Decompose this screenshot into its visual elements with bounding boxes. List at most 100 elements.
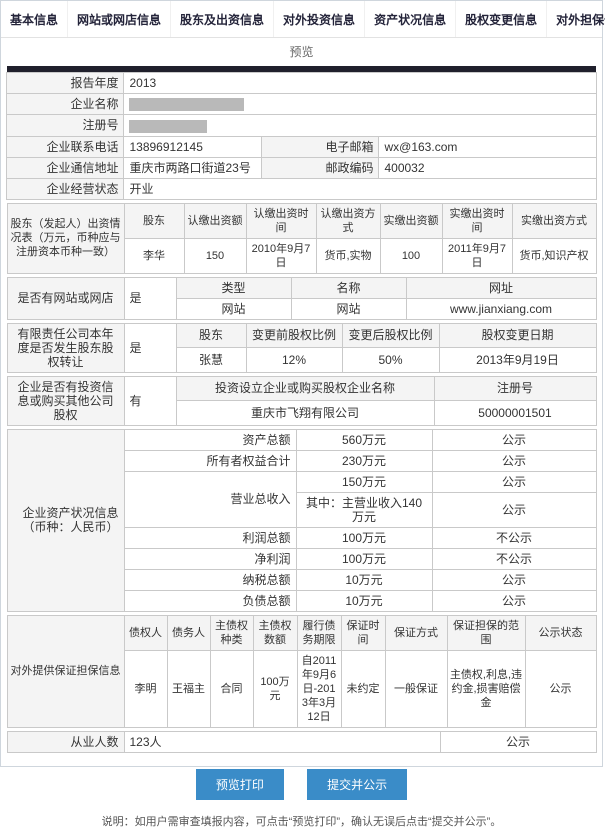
address-label: 企业通信地址 (6, 156, 125, 179)
tab-external-guarantee-info[interactable]: 对外担保信息 (547, 1, 605, 37)
subscribed-amount: 150 (183, 237, 247, 274)
guarantee-time: 未约定 (340, 649, 386, 728)
preview-print-button[interactable]: 预览打印 (195, 768, 284, 800)
invested-company-name: 重庆市飞翔有限公司 (175, 400, 435, 426)
asset-status-total-assets: 公示 (431, 428, 597, 451)
asset-value-total-tax: 10万元 (295, 568, 433, 591)
ratio-before: 12% (245, 347, 343, 373)
instruction-note: 说明：如用户需审查填报内容，可点击“预览打印”，确认无误后点击“提交并公示”。 (101, 815, 502, 828)
tab-bar: 基本信息 网站或网店信息 股东及出资信息 对外投资信息 资产状况信息 股权变更信… (1, 1, 605, 38)
col-header-website-type: 类型 (175, 276, 292, 299)
transfer-shareholder: 张慧 (175, 347, 247, 373)
col-header-paid-amount: 实缴出资额 (379, 202, 443, 239)
business-status-value: 开业 (123, 177, 597, 200)
basic-info-table: 报告年度 2013 企业名称 注册号 企业联系电话 13896912145 电子… (6, 72, 597, 200)
table-row: 重庆市飞翔有限公司 50000001501 (7, 400, 597, 426)
col-header-paid-date: 实缴出资时间 (441, 202, 513, 239)
col-header-subscribed-date: 认缴出资时间 (245, 202, 317, 239)
asset-section-label: 企业资产状况信息（币种：人民币） (6, 428, 125, 612)
company-name-value (123, 92, 597, 116)
shareholder-section-label: 股东（发起人）出资情况表（万元，币种应与注册资本币种一致） (6, 202, 125, 274)
table-row: 利润总额 100万元 不公示 (7, 526, 597, 549)
equity-transfer-answer: 是 (123, 322, 177, 373)
tab-basic-info[interactable]: 基本信息 (1, 1, 69, 37)
phone-label: 企业联系电话 (6, 135, 125, 158)
guarantee-scope: 主债权,利息,违约金,损害赔偿金 (446, 649, 526, 728)
table-row: 是否有网站或网店 是 类型 名称 网址 (6, 276, 597, 320)
table-row: 注册号 (6, 114, 597, 137)
col-header-guarantee-time: 保证时间 (340, 614, 386, 651)
debtor: 王福主 (166, 649, 211, 728)
col-header-paid-method: 实缴出资方式 (511, 202, 597, 239)
tab-shareholder-contribution-info[interactable]: 股东及出资信息 (171, 1, 275, 37)
subscribed-date: 2010年9月7日 (245, 237, 317, 274)
asset-status-net-profit: 不公示 (431, 547, 597, 570)
asset-status-total-profit: 不公示 (431, 526, 597, 549)
website-name: 网站 (290, 297, 407, 320)
website-url: www.jianxiang.com (405, 297, 597, 320)
registration-no-value (123, 114, 597, 137)
col-header-website-name: 名称 (290, 276, 407, 299)
table-row: 其中：主营业收入140万元 公示 (7, 491, 597, 528)
postcode-label: 邮政编码 (261, 156, 380, 179)
email-value: wx@163.com (378, 135, 597, 158)
action-button-row: 预览打印 提交并公示 (1, 768, 602, 800)
col-header-subscribed-amount: 认缴出资额 (183, 202, 247, 239)
col-header-creditor: 债权人 (123, 614, 168, 651)
asset-name-net-profit: 净利润 (123, 547, 297, 570)
change-date: 2013年9月19日 (438, 347, 597, 373)
tab-equity-change-info[interactable]: 股权变更信息 (456, 1, 548, 37)
table-row: 股东（发起人）出资情况表（万元，币种应与注册资本币种一致） 股东 认缴出资额 认… (6, 202, 597, 274)
col-header-change-date: 股权变更日期 (438, 322, 597, 349)
company-name-redacted-block (129, 98, 245, 112)
tab-outbound-investment-info[interactable]: 对外投资信息 (274, 1, 366, 37)
asset-status-total-liabilities: 公示 (431, 589, 597, 612)
col-header-shareholder: 股东 (123, 202, 185, 239)
col-header-invested-company-regno: 注册号 (433, 375, 597, 402)
report-year-value: 2013 (123, 72, 597, 94)
performance-period: 自2011年9月6日-2013年3月12日 (296, 649, 342, 728)
col-header-claim-type: 主债权种类 (209, 614, 254, 651)
tab-website-info[interactable]: 网站或网店信息 (68, 1, 172, 37)
asset-status-owner-equity: 公示 (431, 449, 597, 472)
table-row: 负债总额 10万元 公示 (7, 589, 597, 612)
tab-asset-status-info[interactable]: 资产状况信息 (365, 1, 457, 37)
registration-no-redacted-block (129, 119, 208, 133)
asset-name-total-tax: 纳税总额 (123, 568, 297, 591)
guarantee-table: 对外提供保证担保信息 债权人 债务人 主债权种类 主债权数额 履行债务期限 保证… (6, 614, 597, 728)
employees-table: 从业人数 123人 公示 (6, 730, 597, 753)
table-row: 企业名称 (6, 92, 597, 116)
paid-amount: 100 (379, 237, 443, 274)
col-header-claim-amount: 主债权数额 (252, 614, 298, 651)
investment-table: 企业是否有投资信息或购买其他公司股权 有 投资设立企业或购买股权企业名称 注册号… (6, 375, 597, 426)
asset-value-total-revenue: 150万元 (295, 470, 433, 493)
submit-and-publish-button[interactable]: 提交并公示 (307, 768, 408, 800)
asset-value-net-profit: 100万元 (295, 547, 433, 570)
table-row: 营业总收入 150万元 公示 (7, 470, 597, 528)
employees-label: 从业人数 (6, 730, 125, 753)
col-header-debtor: 债务人 (166, 614, 211, 651)
shareholder-name: 李华 (123, 237, 185, 274)
col-header-website-url: 网址 (405, 276, 597, 299)
table-row: 企业是否有投资信息或购买其他公司股权 有 投资设立企业或购买股权企业名称 注册号 (6, 375, 597, 426)
table-row: 李华 150 2010年9月7日 货币,实物 100 2011年9月7日 货币,… (7, 237, 597, 274)
equity-transfer-table: 有限责任公司本年度是否发生股东股权转让 是 股东 变更前股权比例 变更后股权比例… (6, 322, 597, 373)
report-year-label: 报告年度 (6, 72, 125, 94)
table-row: 净利润 100万元 不公示 (7, 547, 597, 570)
claim-amount: 100万元 (252, 649, 298, 728)
table-row: 张慧 12% 50% 2013年9月19日 (7, 347, 597, 373)
table-row: 对外提供保证担保信息 债权人 债务人 主债权种类 主债权数额 履行债务期限 保证… (6, 614, 597, 728)
website-answer: 是 (123, 276, 177, 320)
table-row: 报告年度 2013 (6, 72, 597, 94)
phone-value: 13896912145 (123, 135, 263, 158)
table-row: 纳税总额 10万元 公示 (7, 568, 597, 591)
table-row: 有限责任公司本年度是否发生股东股权转让 是 股东 变更前股权比例 变更后股权比例… (6, 322, 597, 373)
col-header-performance-period: 履行债务期限 (296, 614, 342, 651)
invested-company-regno: 50000001501 (433, 400, 597, 426)
company-name-label: 企业名称 (6, 92, 125, 116)
ratio-after: 50% (341, 347, 440, 373)
col-header-publicity-status: 公示状态 (524, 614, 597, 651)
preview-heading: 预览 (289, 45, 314, 59)
address-value: 重庆市两路口街道23号 (123, 156, 263, 179)
table-top-dark-bar (7, 66, 596, 72)
